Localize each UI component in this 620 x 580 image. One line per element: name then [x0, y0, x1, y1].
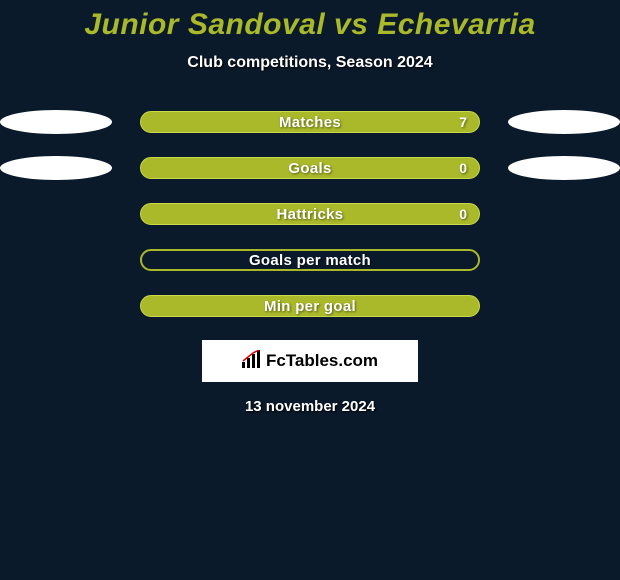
player-right-marker: [508, 156, 620, 180]
spacer: [0, 248, 112, 272]
stat-bar: Goals 0: [140, 157, 480, 179]
stat-bar: Matches 7: [140, 111, 480, 133]
spacer: [508, 294, 620, 318]
spacer: [0, 294, 112, 318]
stat-label: Goals: [288, 160, 331, 177]
player-right-marker: [508, 110, 620, 134]
spacer: [0, 202, 112, 226]
chart-icon: [242, 350, 264, 373]
stat-value: 0: [459, 160, 467, 176]
comparison-card: Junior Sandoval vs Echevarria Club compe…: [0, 0, 620, 415]
player-left-marker: [0, 110, 112, 134]
spacer: [508, 248, 620, 272]
stat-value: 7: [459, 114, 467, 130]
stat-rows: Matches 7 Goals 0 Hattricks 0 Goals per match M…: [0, 110, 620, 318]
stat-value: 0: [459, 206, 467, 222]
player-left-marker: [0, 156, 112, 180]
date-label: 13 november 2024: [0, 398, 620, 415]
stat-row: Goals per match: [0, 248, 620, 272]
source-logo: FcTables.com: [202, 340, 418, 382]
spacer: [508, 202, 620, 226]
page-title: Junior Sandoval vs Echevarria: [0, 8, 620, 42]
stat-label: Goals per match: [249, 252, 371, 269]
stat-label: Hattricks: [277, 206, 344, 223]
stat-row: Matches 7: [0, 110, 620, 134]
logo-text: FcTables.com: [266, 351, 378, 371]
stat-row: Hattricks 0: [0, 202, 620, 226]
stat-label: Matches: [279, 114, 341, 131]
stat-row: Min per goal: [0, 294, 620, 318]
stat-label: Min per goal: [264, 298, 356, 315]
stat-row: Goals 0: [0, 156, 620, 180]
stat-bar: Min per goal: [140, 295, 480, 317]
stat-bar: Hattricks 0: [140, 203, 480, 225]
stat-bar: Goals per match: [140, 249, 480, 271]
page-subtitle: Club competitions, Season 2024: [0, 54, 620, 72]
